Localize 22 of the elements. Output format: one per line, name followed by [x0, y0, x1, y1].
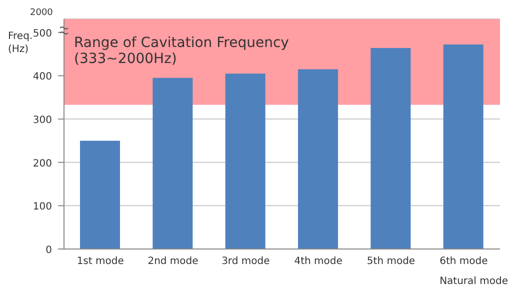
bar — [152, 78, 193, 249]
bar — [225, 74, 266, 249]
y-tick-label: 200 — [32, 158, 52, 170]
bar — [80, 140, 120, 249]
y-tick-label: 300 — [32, 115, 52, 126]
bar — [443, 44, 484, 249]
y-tick-label: 500 — [32, 28, 52, 40]
x-axis-title: Natural mode — [440, 276, 508, 287]
y-tick-label: 400 — [32, 72, 52, 83]
x-tick-label: 5th mode — [366, 256, 416, 268]
x-tick-label: 1st mode — [76, 256, 124, 268]
bar — [370, 48, 411, 249]
text: 2000 — [30, 8, 53, 18]
x-tick-label: 6th mode — [440, 256, 488, 268]
x-tick-label: 2nd mode — [148, 256, 198, 268]
y-tick-label: 100 — [32, 202, 52, 213]
y-tick-label: 0 — [46, 245, 52, 256]
y-axis-title: Freq. (Hz) — [8, 30, 33, 56]
x-tick-label: 4th mode — [294, 256, 342, 268]
bar — [298, 69, 338, 249]
x-tick-label: 3rd mode — [222, 256, 270, 268]
band-label: Range of Cavitation Frequency (333~2000Hz) — [74, 35, 289, 67]
